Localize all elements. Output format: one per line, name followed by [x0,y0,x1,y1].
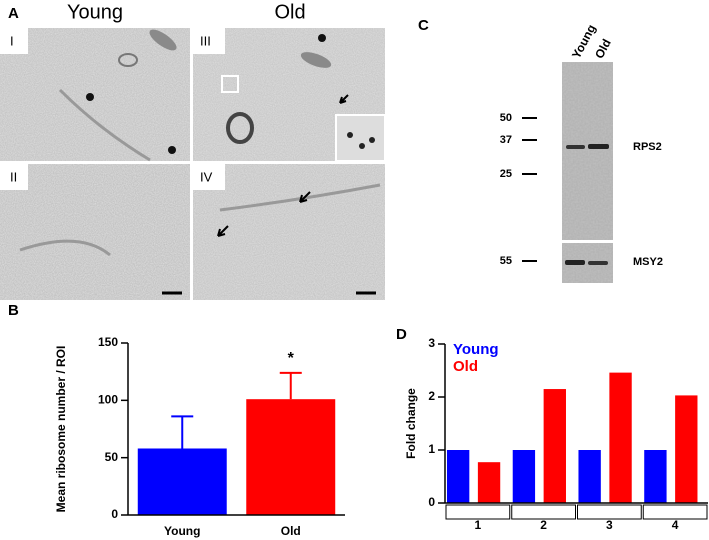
column-title: Young [67,1,123,23]
x-tick-label: Young [164,524,200,538]
y-tick-label: 0 [111,507,118,521]
bar [644,450,667,503]
bar [609,372,632,503]
bar [477,462,501,503]
marker-label: 25 [500,168,512,180]
bar [543,389,566,503]
image-label: IV [200,169,213,184]
marker-label: 37 [500,134,512,146]
legend-entry: Old [453,358,478,375]
x-tick-label: 2 [540,518,547,532]
y-tick-label: 3 [428,336,435,350]
marker-label: 55 [500,255,512,267]
annotation: * [288,350,295,367]
y-tick-label: 1 [428,442,435,456]
band-label: MSY2 [633,256,663,268]
panel-label: A [8,5,19,22]
bar [512,450,536,503]
y-tick-label: 2 [428,389,435,403]
marker-label: 50 [500,112,512,124]
y-axis-label: Mean ribosome number / ROI [54,346,68,513]
panel-label: D [396,326,407,343]
x-tick-label: 4 [672,518,679,532]
panel-label: B [8,302,19,319]
bar [446,450,470,503]
bar [246,399,336,515]
bar [675,395,698,503]
category-box [642,504,708,520]
y-tick-label: 0 [428,495,435,509]
y-tick-label: 100 [98,393,118,407]
category-box [445,504,511,520]
category-box [511,504,576,520]
column-title: Old [274,1,305,23]
image-label: III [200,33,211,48]
legend-entry: Young [453,341,499,358]
x-tick-label: 1 [475,518,482,532]
bar [578,450,601,503]
panel-label: C [418,17,429,34]
y-axis-label: Fold change [404,388,418,459]
y-tick-label: 50 [105,450,119,464]
band-label: RPS2 [633,141,662,153]
category-box [577,504,642,520]
image-label: I [10,33,14,48]
image-label: II [10,169,17,184]
lane-label: Old [592,37,614,61]
x-tick-label: Old [281,524,301,538]
bar [137,448,227,515]
x-tick-label: 3 [606,518,613,532]
blot [522,62,613,283]
micrographs [0,28,386,300]
y-tick-label: 150 [98,335,118,349]
